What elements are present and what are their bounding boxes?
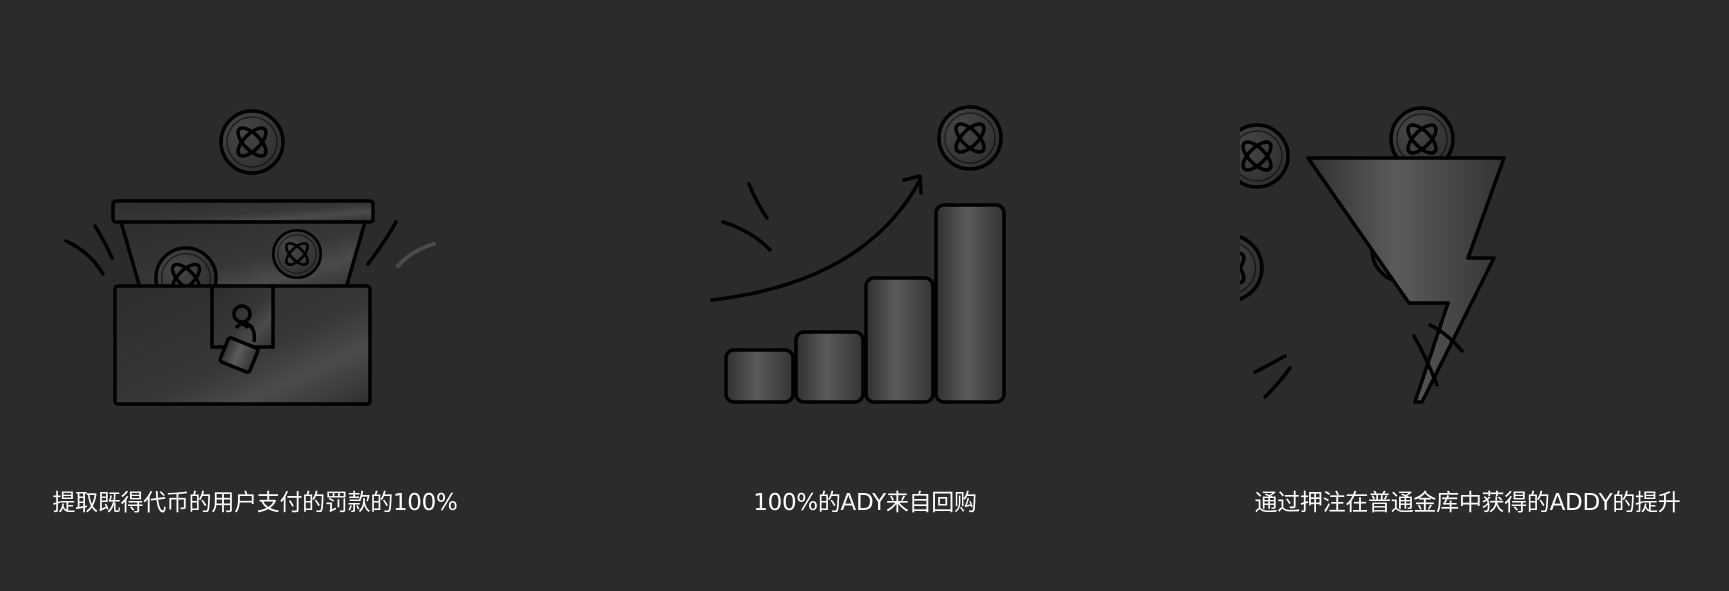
lightning-bolt-icon	[1240, 106, 1506, 404]
feature-withdraw-penalty: 提取既得代币的用户支付的罚款的100%	[0, 0, 520, 591]
caption-buyback: 100%的ADY来自回购	[753, 490, 977, 516]
caption-withdraw-penalty: 提取既得代币的用户支付的罚款的100%	[52, 490, 458, 516]
feature-boost: 通过押注在普通金库中获得的ADDY的提升	[1240, 0, 1729, 591]
growth-chart-icon	[710, 105, 1006, 404]
feature-buyback: 100%的ADY来自回购	[600, 0, 1130, 591]
caption-boost: 通过押注在普通金库中获得的ADDY的提升	[1254, 490, 1681, 516]
treasure-chest-icon	[64, 109, 436, 406]
